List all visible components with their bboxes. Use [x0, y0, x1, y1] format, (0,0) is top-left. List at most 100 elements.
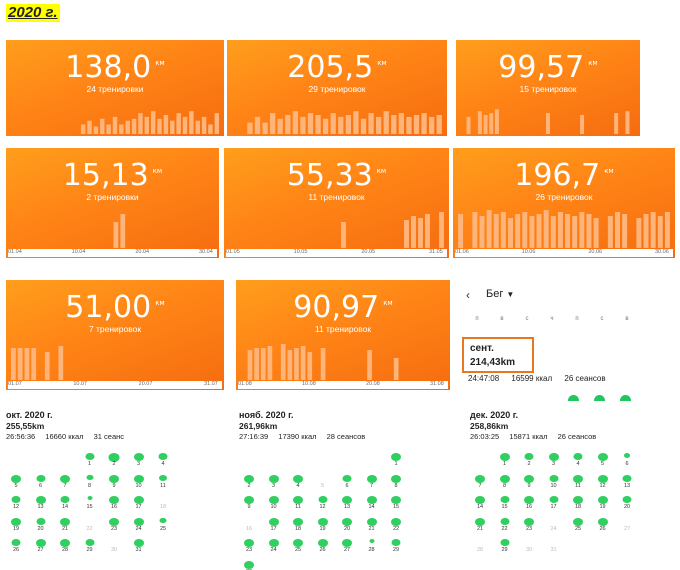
calendar-day[interactable]: 8 [493, 470, 517, 490]
calendar-day[interactable]: 16 [102, 491, 126, 511]
calendar-day[interactable]: 12 [311, 491, 335, 511]
activity-mode-selector[interactable]: Бег ▼ [486, 288, 514, 300]
calendar-day[interactable]: 24 [127, 513, 151, 533]
calendar-day[interactable]: 4 [286, 470, 310, 490]
calendar-day[interactable]: 20 [615, 491, 639, 511]
calendar-day[interactable]: 3 [262, 470, 286, 490]
calendar-day[interactable]: 17 [542, 491, 566, 511]
calendar-day[interactable]: 25 [151, 513, 175, 533]
calendar-day[interactable]: 29 [384, 534, 408, 554]
calendar-day[interactable]: 20 [29, 513, 53, 533]
calendar-day[interactable]: 21 [53, 513, 77, 533]
calendar-day[interactable]: 16 [517, 491, 541, 511]
back-arrow-icon[interactable]: ‹ [466, 288, 470, 302]
calendar-day[interactable]: 18 [286, 513, 310, 533]
calendar-day[interactable]: 27 [335, 534, 359, 554]
calendar-day[interactable]: 2 [102, 448, 126, 468]
calendar-day[interactable]: 4 [566, 448, 590, 468]
calendar-day[interactable]: 11 [566, 470, 590, 490]
calendar-day[interactable]: 3 [542, 448, 566, 468]
calendar-day[interactable]: 8 [78, 470, 102, 490]
calendar-day[interactable]: 25 [566, 513, 590, 533]
distance-unit: км [155, 59, 165, 67]
calendar-day[interactable]: 9 [102, 470, 126, 490]
calendar-day[interactable]: 18 [151, 491, 175, 511]
calendar-day[interactable]: 17 [262, 513, 286, 533]
calendar-day[interactable]: 19 [591, 491, 615, 511]
calendar-day[interactable]: 13 [29, 491, 53, 511]
calendar-day[interactable]: 24 [542, 513, 566, 533]
calendar-day[interactable]: 23 [517, 513, 541, 533]
calendar-day[interactable]: 28 [360, 534, 384, 554]
calendar-day[interactable]: 15 [78, 491, 102, 511]
calendar-day[interactable]: 11 [286, 491, 310, 511]
calendar-day[interactable]: 21 [468, 513, 492, 533]
calendar-day[interactable]: 21 [360, 513, 384, 533]
calendar-day[interactable]: 9 [237, 491, 261, 511]
activity-dot [87, 496, 92, 500]
calendar-day[interactable]: 4 [151, 448, 175, 468]
calendar-day[interactable]: 18 [566, 491, 590, 511]
calendar-day[interactable]: 2 [517, 448, 541, 468]
calendar-day[interactable]: 11 [151, 470, 175, 490]
calendar-day[interactable]: 10 [542, 470, 566, 490]
calendar-day[interactable]: 6 [335, 470, 359, 490]
calendar-day[interactable]: 23 [237, 534, 261, 554]
calendar-day[interactable]: 22 [493, 513, 517, 533]
calendar-day[interactable]: 1 [384, 448, 408, 468]
calendar-day[interactable]: 31 [542, 534, 566, 554]
calendar-day[interactable]: 12 [4, 491, 28, 511]
calendar-day[interactable]: 28 [468, 534, 492, 554]
calendar-day[interactable]: 6 [29, 470, 53, 490]
calendar-day[interactable]: 19 [4, 513, 28, 533]
calendar-day[interactable]: 8 [384, 470, 408, 490]
calendar-day[interactable]: 23 [102, 513, 126, 533]
calendar-day[interactable]: 6 [615, 448, 639, 468]
calendar-day[interactable]: 30 [517, 534, 541, 554]
calendar-day[interactable]: 2 [237, 470, 261, 490]
calendar-day[interactable]: 29 [493, 534, 517, 554]
calendar-day[interactable]: 3 [127, 448, 151, 468]
calendar-day[interactable]: 17 [127, 491, 151, 511]
calendar-day[interactable]: 1 [78, 448, 102, 468]
activity-dot [624, 453, 630, 458]
calendar-day[interactable]: 7 [360, 470, 384, 490]
calendar-day[interactable]: 22 [78, 513, 102, 533]
calendar-day[interactable]: 26 [311, 534, 335, 554]
calendar-day[interactable]: 7 [53, 470, 77, 490]
calendar-day[interactable]: 5 [311, 470, 335, 490]
calendar-day[interactable]: 25 [286, 534, 310, 554]
calendar-day[interactable]: 1 [493, 448, 517, 468]
calendar-day[interactable]: 14 [360, 491, 384, 511]
calendar-day[interactable]: 20 [335, 513, 359, 533]
calendar-day[interactable]: 19 [311, 513, 335, 533]
calendar-day[interactable]: 27 [615, 513, 639, 533]
calendar-day[interactable]: 30 [102, 534, 126, 554]
distance-value: 51,00 км [6, 286, 224, 325]
calendar-day[interactable]: 13 [335, 491, 359, 511]
calendar-day[interactable]: 28 [53, 534, 77, 554]
daily-bars [240, 340, 446, 380]
calendar-day[interactable]: 5 [591, 448, 615, 468]
calendar-day[interactable]: 26 [4, 534, 28, 554]
distance-value: 196,7 км [453, 154, 675, 193]
calendar-day[interactable]: 14 [53, 491, 77, 511]
calendar-day[interactable]: 13 [615, 470, 639, 490]
calendar-day[interactable]: 7 [468, 470, 492, 490]
calendar-day[interactable]: 26 [591, 513, 615, 533]
calendar-day[interactable]: 9 [517, 470, 541, 490]
calendar-day[interactable]: 15 [384, 491, 408, 511]
calendar-day[interactable]: 16 [237, 513, 261, 533]
calendar-day[interactable]: 22 [384, 513, 408, 533]
calendar-day[interactable]: 10 [127, 470, 151, 490]
calendar-day[interactable]: 31 [127, 534, 151, 554]
calendar-day[interactable]: 27 [29, 534, 53, 554]
calendar-day[interactable]: 5 [4, 470, 28, 490]
calendar-day[interactable]: 12 [591, 470, 615, 490]
calendar-day[interactable]: 30 [237, 556, 261, 570]
calendar-day[interactable]: 15 [493, 491, 517, 511]
calendar-day[interactable]: 24 [262, 534, 286, 554]
calendar-day[interactable]: 14 [468, 491, 492, 511]
calendar-day[interactable]: 10 [262, 491, 286, 511]
calendar-day[interactable]: 29 [78, 534, 102, 554]
